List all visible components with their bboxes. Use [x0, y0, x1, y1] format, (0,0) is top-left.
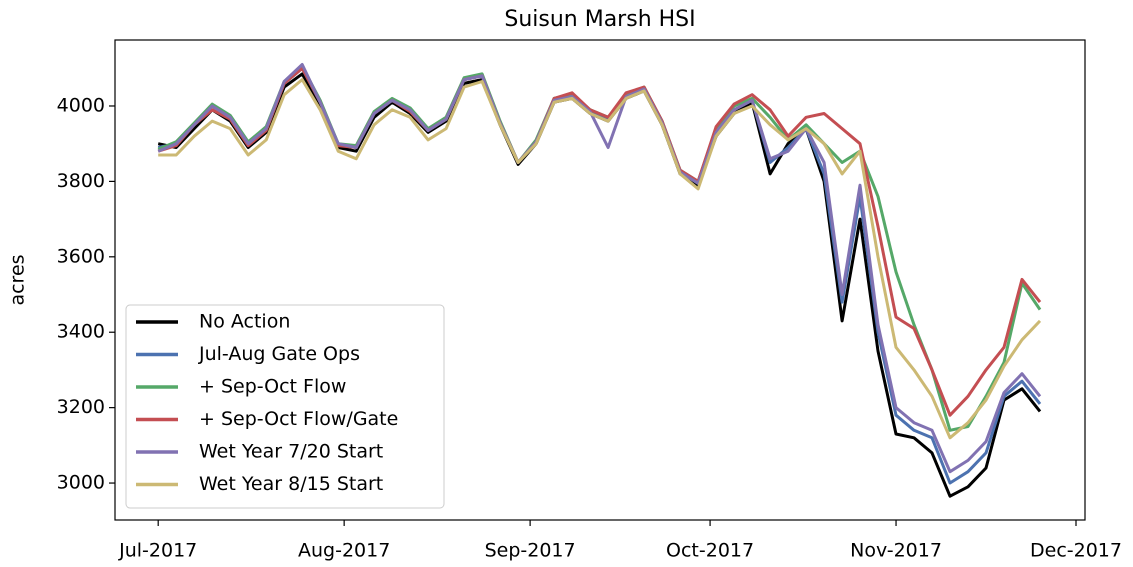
legend-label: No Action	[199, 311, 290, 333]
legend-label: + Sep-Oct Flow/Gate	[199, 408, 398, 430]
legend-label: + Sep-Oct Flow	[199, 376, 346, 398]
x-tick-label: Dec-2017	[1030, 540, 1122, 562]
legend-label: Jul-Aug Gate Ops	[198, 343, 360, 365]
y-axis-label: acres	[7, 254, 29, 305]
x-tick-label: Jul-2017	[118, 540, 197, 562]
series-line	[158, 78, 1042, 440]
y-tick-label: 3000	[57, 472, 105, 494]
chart-title: Suisun Marsh HSI	[504, 7, 695, 32]
y-tick-label: 3800	[57, 170, 105, 192]
y-tick-label: 3400	[57, 321, 105, 343]
x-tick-label: Aug-2017	[298, 540, 390, 562]
legend-label: Wet Year 7/20 Start	[199, 441, 383, 463]
x-tick-label: Sep-2017	[485, 540, 576, 562]
y-tick-label: 4000	[57, 94, 105, 116]
plot-frame	[114, 39, 1086, 521]
y-tick-label: 3600	[57, 245, 105, 267]
legend-box	[125, 304, 445, 509]
x-tick-label: Nov-2017	[850, 540, 942, 562]
y-tick-label: 3200	[57, 396, 105, 418]
series-line	[157, 63, 1042, 474]
legend-label: Wet Year 8/15 Start	[199, 473, 383, 495]
x-tick-label: Oct-2017	[666, 540, 754, 562]
